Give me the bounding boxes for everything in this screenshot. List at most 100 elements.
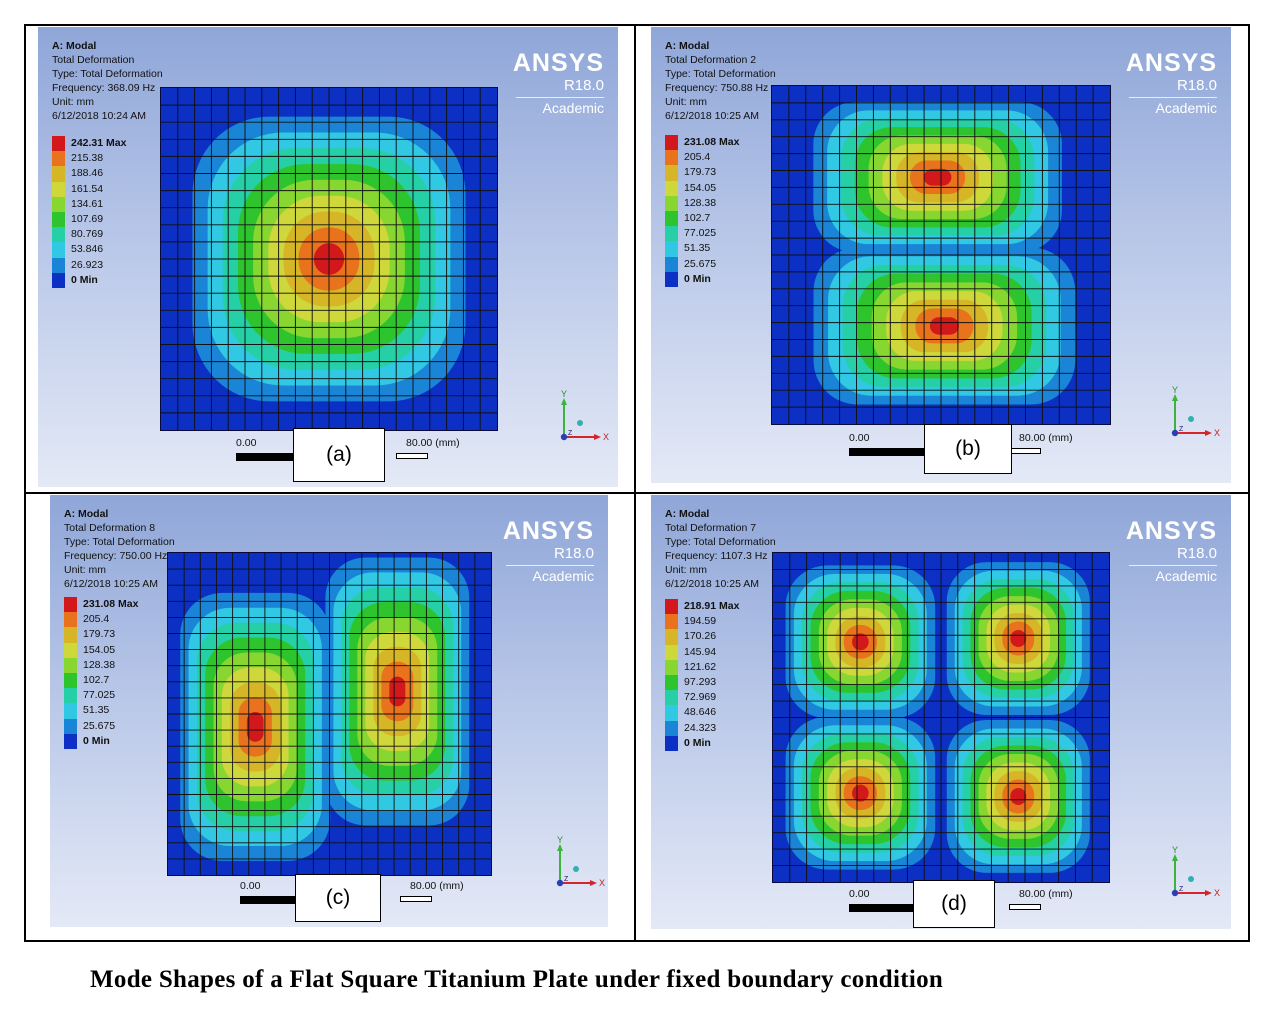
legend-entry: 51.35	[665, 241, 785, 257]
info-type: Type: Total Deformation	[64, 536, 175, 548]
scale-start: 0.00	[236, 437, 257, 449]
legend-entry: 231.08 Max	[665, 135, 785, 151]
info-date: 6/12/2018 10:24 AM	[52, 110, 146, 122]
legend-swatch	[665, 705, 678, 721]
contour-band	[389, 676, 406, 707]
legend-label: 128.38	[83, 658, 116, 671]
legend-label: 51.35	[83, 704, 110, 717]
scale-end: 80.00 (mm)	[1019, 432, 1073, 444]
legend-swatch	[665, 195, 678, 211]
legend-label: 194.59	[684, 615, 717, 628]
legend-swatch	[52, 272, 65, 288]
scale-bar: 0.00 80.00 (mm)	[240, 880, 500, 920]
scale-bar: 0.00 80.00 (mm)	[236, 437, 496, 477]
result-info: A: Modal Total Deformation 8 Type: Total…	[64, 507, 175, 591]
axis-y-label: Y	[557, 835, 563, 845]
scale-start: 0.00	[849, 432, 870, 444]
legend-label: 0 Min	[684, 272, 711, 285]
info-frequency: Frequency: 750.88 Hz	[665, 82, 769, 94]
legend-label: 134.61	[71, 197, 104, 210]
deformation-plate	[160, 87, 498, 431]
legend-entry: 134.61	[52, 196, 172, 212]
legend-entry: 128.38	[64, 657, 184, 673]
mode-panel-b: A: Modal Total Deformation 2 Type: Total…	[651, 27, 1231, 483]
logo-edition: Academic	[1155, 100, 1217, 116]
contour-legend: 218.91 Max 194.59 170.26 145.94 121.62 97.293…	[665, 599, 785, 751]
scale-end: 80.00 (mm)	[406, 437, 460, 449]
scale-end: 80.00 (mm)	[410, 880, 464, 892]
legend-swatch	[52, 257, 65, 273]
legend-entry: 145.94	[665, 644, 785, 660]
legend-label: 25.675	[684, 257, 717, 270]
info-name: Total Deformation	[52, 54, 135, 66]
info-name: Total Deformation 7	[665, 522, 757, 534]
info-unit: Unit: mm	[665, 564, 707, 576]
axis-z-label: Z	[568, 430, 573, 437]
legend-label: 154.05	[83, 643, 116, 656]
mode-panel-d: A: Modal Total Deformation 7 Type: Total…	[651, 495, 1231, 929]
legend-entry: 218.91 Max	[665, 599, 785, 615]
axis-triad-graphic: Y X Z	[1171, 385, 1220, 438]
legend-label: 26.923	[71, 258, 104, 271]
legend-swatch	[665, 690, 678, 706]
legend-swatch	[64, 688, 77, 704]
legend-label: 154.05	[684, 181, 717, 194]
legend-entry: 194.59	[665, 614, 785, 630]
legend-entry: 0 Min	[665, 271, 785, 287]
legend-entry: 77.025	[64, 688, 184, 704]
axis-triad: Y X Z	[1161, 845, 1221, 901]
axis-z-label: Z	[564, 876, 569, 883]
mesh-grid	[161, 88, 497, 430]
mode-panel-c: A: Modal Total Deformation 8 Type: Total…	[50, 495, 608, 927]
logo-brand: ANSYS	[512, 49, 604, 77]
axis-x-label: X	[599, 878, 605, 888]
legend-label: 218.91 Max	[684, 600, 740, 612]
legend-swatch	[64, 627, 77, 643]
contour-plot	[161, 88, 497, 430]
legend-label: 161.54	[71, 182, 104, 195]
axis-y-label: Y	[1172, 845, 1178, 855]
logo-brand: ANSYS	[502, 517, 594, 545]
legend-swatch	[52, 211, 65, 228]
legend-swatch	[665, 210, 678, 227]
legend-label: 179.73	[684, 166, 717, 179]
mesh-grid	[772, 86, 1110, 424]
legend-label: 231.08 Max	[684, 136, 740, 148]
legend-entry: 121.62	[665, 659, 785, 675]
info-title: A: Modal	[665, 40, 710, 52]
mode-panel-a: A: Modal Total Deformation Type: Total D…	[38, 27, 618, 487]
legend-label: 242.31 Max	[71, 137, 127, 149]
legend-label: 97.293	[684, 675, 717, 688]
legend-label: 215.38	[71, 152, 104, 165]
legend-swatch	[665, 165, 678, 181]
result-info: A: Modal Total Deformation 2 Type: Total…	[665, 39, 776, 123]
legend-swatch	[665, 256, 678, 272]
legend-label: 102.7	[684, 211, 711, 224]
legend-entry: 24.323	[665, 720, 785, 736]
legend-label: 121.62	[684, 660, 717, 673]
legend-entry: 170.26	[665, 629, 785, 645]
axis-triad: Y X Z	[1161, 385, 1221, 441]
legend-entry: 72.969	[665, 690, 785, 706]
legend-swatch	[64, 597, 77, 613]
mesh-grid	[773, 553, 1109, 882]
deformation-plate	[771, 85, 1111, 425]
logo-version: R18.0	[1176, 77, 1217, 94]
scale-bar: 0.00 80.00 (mm)	[849, 432, 1109, 472]
legend-label: 145.94	[684, 645, 717, 658]
info-type: Type: Total Deformation	[665, 68, 776, 80]
info-type: Type: Total Deformation	[52, 68, 163, 80]
legend-swatch	[665, 599, 678, 615]
axis-triad-graphic: Y X Z	[560, 389, 609, 442]
legend-label: 51.35	[684, 242, 711, 255]
legend-swatch	[52, 151, 65, 167]
contour-legend: 231.08 Max 205.4 179.73 154.05 128.38 102.7 77…	[64, 597, 184, 749]
panel-label-b: (b)	[924, 424, 1012, 474]
contour-plot	[168, 553, 491, 875]
legend-label: 107.69	[71, 212, 104, 225]
legend-swatch	[665, 659, 678, 675]
legend-swatch	[665, 720, 678, 736]
info-date: 6/12/2018 10:25 AM	[665, 110, 759, 122]
axis-x-label: X	[603, 432, 609, 442]
legend-label: 24.323	[684, 721, 717, 734]
